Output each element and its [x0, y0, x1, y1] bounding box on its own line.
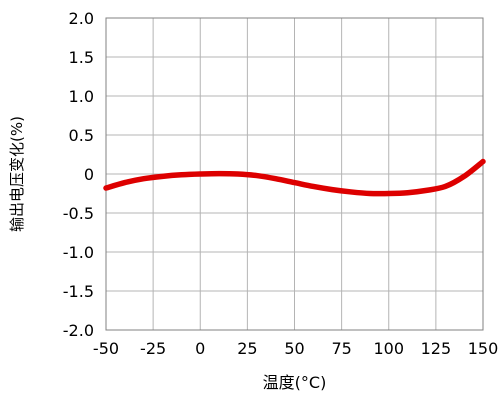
x-tick-label: 25: [237, 339, 257, 358]
x-tick-label: 100: [373, 339, 404, 358]
x-axis-label: 温度(°C): [263, 373, 327, 392]
x-tick-label: -25: [140, 339, 166, 358]
x-tick-labels: -50 -25 0 25 50 75 100 125 150: [93, 339, 498, 358]
y-tick-label: 0: [84, 165, 94, 184]
x-tick-label: 150: [468, 339, 499, 358]
y-tick-label: -1.5: [63, 282, 94, 301]
y-axis-label: 输出电压变化(%): [8, 116, 26, 232]
x-tick-label: 0: [195, 339, 205, 358]
y-tick-label: 2.0: [69, 9, 94, 28]
y-tick-label: -1.0: [63, 243, 94, 262]
y-tick-label: -2.0: [63, 321, 94, 340]
x-tick-label: 75: [331, 339, 351, 358]
y-tick-label: 0.5: [69, 126, 94, 145]
x-tick-label: 50: [284, 339, 304, 358]
x-tick-label: 125: [421, 339, 452, 358]
y-tick-label: -0.5: [63, 204, 94, 223]
y-tick-label: 1.0: [69, 87, 94, 106]
plot-frame: [105, 17, 484, 331]
series-line: [103, 158, 486, 197]
x-tick-label: -50: [93, 339, 119, 358]
y-tick-label: 1.5: [69, 48, 94, 67]
y-tick-labels: 2.0 1.5 1.0 0.5 0 -0.5 -1.0 -1.5 -2.0: [63, 9, 94, 340]
series-layer: [103, 158, 486, 197]
